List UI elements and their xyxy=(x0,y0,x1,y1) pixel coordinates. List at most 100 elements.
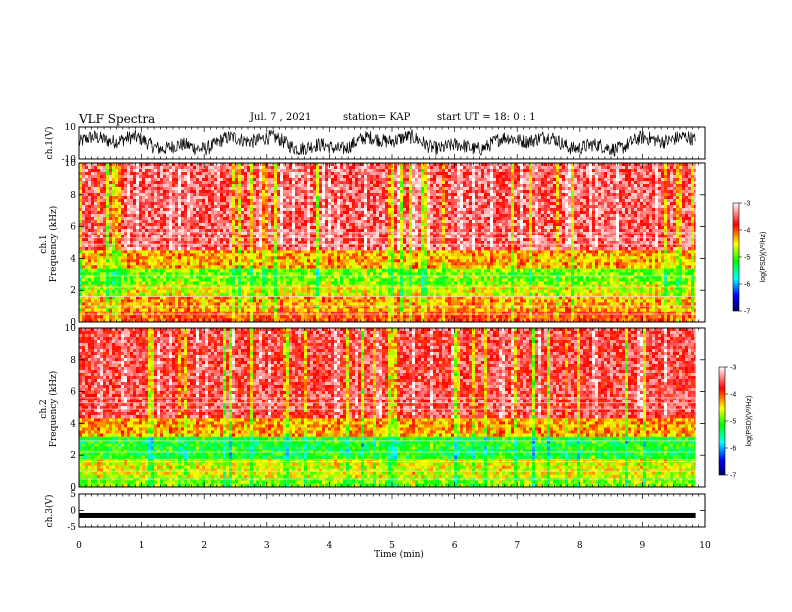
ch1-spectrogram-cell xyxy=(649,305,653,309)
ch1-spectrogram-cell xyxy=(160,275,164,279)
ch1-spectrogram-cell xyxy=(478,299,482,303)
ch1-spectrogram-cell xyxy=(676,278,680,282)
ch1-spectrogram-cell xyxy=(394,275,398,279)
ch1-spectrogram-cell xyxy=(256,292,260,297)
ch1-spectrogram-cell xyxy=(505,281,509,285)
ch1-spectrogram-cell xyxy=(658,269,662,273)
ch1-spectrogram-cell xyxy=(139,269,143,273)
ch1-spectrogram-cell xyxy=(637,302,641,306)
ch1-spectrogram-cell xyxy=(613,292,617,297)
ch1-spectrogram-cell xyxy=(682,250,686,254)
ch1-spectrogram-cell xyxy=(295,283,299,288)
ch1-spectrogram-cell xyxy=(88,250,92,254)
ch1-spectrogram-cell xyxy=(694,281,696,285)
ch1-spectrogram-cell xyxy=(580,272,584,276)
ch1-spectrogram-cell xyxy=(193,275,197,279)
ch1-spectrogram-cell xyxy=(430,296,434,300)
ch1-spectrogram-cell xyxy=(475,281,479,285)
ch1-spectrogram-cell xyxy=(148,308,152,312)
ch1-spectrogram-cell xyxy=(523,286,527,291)
ch1-spectrogram-cell xyxy=(556,302,560,306)
ch1-spectrogram-cell xyxy=(160,289,164,294)
ch1-spectrogram-cell xyxy=(112,256,116,260)
ch1-spectrogram-cell xyxy=(91,302,95,306)
ch1-spectrogram-cell xyxy=(421,302,425,306)
ch1-spectrogram-cell xyxy=(538,318,542,322)
ch1-spectrogram-cell xyxy=(478,283,482,288)
ch1-spectrogram-cell xyxy=(634,286,638,291)
ch1-spectrogram-cell xyxy=(166,283,170,288)
ch1-spectrogram-cell xyxy=(310,275,314,279)
ch1-spectrogram-cell xyxy=(286,286,290,291)
ch1-spectrogram-cell xyxy=(673,305,677,309)
ch1-spectrogram-cell xyxy=(103,272,107,276)
ch1-spectrogram-cell xyxy=(670,315,674,319)
ch1-spectrogram-cell xyxy=(181,250,185,254)
ch1-spectrogram-cell xyxy=(478,302,482,306)
ch1-spectrogram-cell xyxy=(151,292,155,297)
ch1-spectrogram-cell xyxy=(337,292,341,297)
ch1-spectrogram-cell xyxy=(256,286,260,291)
ch1-spectrogram-cell xyxy=(574,278,578,282)
ch1-spectrogram-cell xyxy=(394,278,398,282)
ch1-spectrogram-cell xyxy=(115,256,119,260)
ch1-spectrogram-cell xyxy=(604,302,608,306)
ch1-spectrogram-cell xyxy=(577,296,581,300)
ch1-spectrogram-cell xyxy=(229,299,233,303)
ch1-spectrogram-cell xyxy=(190,315,194,319)
ch1-spectrogram-cell xyxy=(94,302,98,306)
ch1-spectrogram-cell xyxy=(511,281,515,285)
ch1-spectrogram-cell xyxy=(646,269,650,273)
ch1-spectrogram-cell xyxy=(292,283,296,288)
ch1-spectrogram-cell xyxy=(628,308,632,312)
ch1-spectrogram-cell xyxy=(154,296,158,300)
ch1-spectrogram-cell xyxy=(430,283,434,288)
ch1-spectrogram-cell xyxy=(247,308,251,312)
ch1-spectrogram-cell xyxy=(340,275,344,279)
ch1-spectrogram-cell xyxy=(91,272,95,276)
ch1-spectrogram-cell xyxy=(259,292,263,297)
ch1-spectrogram-cell xyxy=(421,250,425,254)
ch1-spectrogram-cell xyxy=(223,292,227,297)
ch1-spectrogram-cell xyxy=(253,272,257,276)
ch1-spectrogram-cell xyxy=(523,296,527,300)
ch1-spectrogram-cell xyxy=(181,278,185,282)
ch1-spectrogram-cell xyxy=(106,269,110,273)
ch1-spectrogram-cell xyxy=(424,318,428,322)
ch1-spectrogram-cell xyxy=(499,275,503,279)
ch1-spectrogram-cell xyxy=(127,256,131,260)
ch1-spectrogram-cell xyxy=(436,299,440,303)
ch1-spectrogram-cell xyxy=(682,278,686,282)
ch1-spectrogram-cell xyxy=(532,281,536,285)
ch1-spectrogram-cell xyxy=(424,269,428,273)
ch1-spectrogram-cell xyxy=(403,302,407,306)
ch1-spectrogram-cell xyxy=(484,286,488,291)
ch1-spectrogram-cell xyxy=(250,296,254,300)
ch1-spectrogram-cell xyxy=(100,272,104,276)
ch1-spectrogram-cell xyxy=(127,318,131,322)
ch1-spectrogram-cell xyxy=(184,315,188,319)
ch1-spectrogram-cell xyxy=(550,250,554,254)
ch1-spectrogram-cell xyxy=(646,250,650,254)
ch1-spectrogram-cell xyxy=(349,250,353,254)
ch1-spectrogram-cell xyxy=(238,272,242,276)
ch1-spectrogram-cell xyxy=(583,269,587,273)
ch1-spectrogram-cell xyxy=(202,281,206,285)
ch1-spectrogram-cell xyxy=(157,286,161,291)
ch1-spectrogram-cell xyxy=(565,275,569,279)
ch1-spectrogram-cell xyxy=(352,305,356,309)
ch1-spectrogram-cell xyxy=(676,292,680,297)
ch1-spectrogram-cell xyxy=(220,289,224,294)
ch1-spectrogram-cell xyxy=(592,296,596,300)
ch1-spectrogram-cell xyxy=(547,272,551,276)
ch1-spectrogram-cell xyxy=(112,299,116,303)
ch1-spectrogram-cell xyxy=(403,278,407,282)
ch1-spectrogram-cell xyxy=(592,299,596,303)
ch1-spectrogram-cell xyxy=(133,283,137,288)
ch1-spectrogram-cell xyxy=(529,283,533,288)
ch1-spectrogram-cell xyxy=(442,286,446,291)
ch1-spectrogram-cell xyxy=(160,283,164,288)
ch1-spectrogram-cell xyxy=(463,283,467,288)
ch1-spectrogram-cell xyxy=(637,281,641,285)
ch1-spectrogram-cell xyxy=(556,299,560,303)
